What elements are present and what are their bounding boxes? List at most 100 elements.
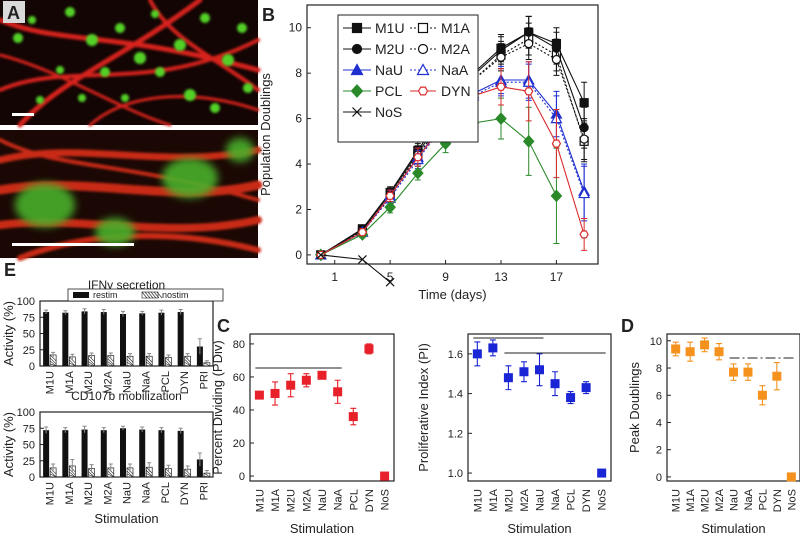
- x-tick-label: NoS: [380, 489, 392, 510]
- x-tick-label: NaU: [729, 489, 741, 511]
- x-axis-label: Time (days): [418, 287, 486, 302]
- bar-hatch: [88, 474, 95, 478]
- marker-hexagon: [551, 139, 562, 148]
- x-tick-label: NaU: [535, 489, 547, 511]
- bar-hatch: [146, 359, 153, 366]
- legend-label: M1U: [375, 20, 405, 36]
- y-tick-label: 1.0: [448, 468, 463, 480]
- y-axis-label: Peak Doublings: [627, 361, 642, 453]
- x-tick-label: NaU: [122, 482, 134, 504]
- data-point: [519, 367, 529, 377]
- x-tick-label: M2A: [519, 488, 531, 511]
- error-bar: [128, 353, 132, 359]
- error-bar: [44, 309, 49, 314]
- y-tick-label: 100: [17, 296, 35, 308]
- bar-hatch: [184, 474, 191, 478]
- y-tick-label: 50: [23, 329, 35, 341]
- x-tick-label: DYN: [179, 482, 191, 505]
- marker-hexagon: [357, 228, 368, 237]
- error-bar: [166, 354, 171, 361]
- bar-hatch: [88, 471, 95, 478]
- y-tick-label: 0: [29, 472, 35, 484]
- x-tick-label: DYN: [364, 489, 376, 512]
- bar-hatch: [165, 357, 172, 364]
- y-tick-label: 1.6: [448, 349, 463, 361]
- data-point: [270, 388, 280, 398]
- y-tick-label: 40: [233, 405, 245, 417]
- panel-label-a: A: [7, 3, 20, 23]
- error-bar: [70, 353, 75, 360]
- chart-e-ifng-secretion: 0 25 50 75 100 IFNγ secretion M1U M1A M2U M2A NaU N…: [1, 278, 224, 394]
- y-tick-label: 10: [289, 21, 303, 35]
- chart-d-peak-doublings: 0 2 4 6 8 10 M1U M1A M2U M2A NaU NaA PCL DYN NoS Stimul…: [627, 333, 800, 536]
- y-tick-label: 0: [656, 472, 662, 484]
- legend-swatch-restim: [73, 292, 89, 298]
- bar-restim: [139, 313, 146, 366]
- error-bar: [166, 464, 171, 472]
- x-tick-label: 9: [442, 270, 449, 284]
- marker-circle: [524, 39, 534, 49]
- marker-hexagon: [496, 82, 506, 91]
- bar-restim: [100, 312, 107, 366]
- y-axis-label: Activity (%): [1, 412, 16, 477]
- panel-a-label-box: [3, 1, 25, 23]
- error-bar: [204, 470, 209, 476]
- legend-label: M2U: [375, 41, 405, 57]
- y-tick-label: 4: [656, 417, 662, 429]
- bar-hatch: [107, 364, 114, 367]
- bar-hatch: [126, 356, 134, 363]
- y-tick-label: 8: [656, 363, 662, 375]
- error-bar: [178, 427, 183, 434]
- error-bar: [108, 352, 113, 359]
- bar-hatch: [69, 362, 76, 367]
- x-tick-label: M2U: [286, 489, 298, 512]
- x-tick-label: M2A: [102, 481, 114, 504]
- error-bar: [147, 353, 152, 359]
- legend-label: nostim: [162, 290, 189, 300]
- x-tick-label: PCL: [757, 489, 769, 510]
- legend-label: DYN: [441, 83, 471, 99]
- error-bar: [63, 427, 68, 433]
- y-tick-label: 2: [656, 445, 662, 457]
- error-bar: [70, 458, 75, 473]
- bar-hatch: [126, 364, 134, 367]
- bar-restim: [81, 311, 88, 366]
- y-tick-label: 4: [295, 157, 302, 171]
- data-point: [503, 373, 513, 383]
- error-bar: [89, 464, 94, 473]
- bar-restim: [158, 312, 165, 366]
- x-tick-label: PRI: [198, 482, 210, 500]
- plot-frame: [666, 333, 800, 482]
- bar-hatch: [126, 473, 134, 478]
- bar-hatch: [146, 356, 153, 363]
- data-point: [317, 370, 327, 380]
- data-point: [254, 390, 264, 400]
- legend-hatch: [147, 291, 154, 299]
- error-bar: [82, 308, 87, 314]
- y-tick-label: 25: [23, 345, 35, 357]
- y-axis-label: Proliferative Index (PI): [416, 343, 431, 472]
- error-bar: [185, 465, 190, 473]
- x-tick-label: M2A: [714, 488, 726, 511]
- scale-bar-top: [12, 113, 34, 116]
- marker-hexagon: [413, 153, 423, 162]
- panel-label-c: C: [217, 316, 230, 336]
- x-tick-label: NaU: [317, 489, 329, 511]
- x-tick-label: PCL: [160, 482, 172, 503]
- bar-restim: [43, 312, 50, 366]
- x-tick-label: M2U: [503, 489, 515, 512]
- marker-circle: [551, 54, 562, 65]
- marker-hexagon: [385, 191, 395, 200]
- y-tick-label: 60: [233, 372, 245, 384]
- marker-square: [579, 98, 589, 108]
- chart-title: IFNγ secretion: [88, 278, 165, 292]
- plot-frame: [249, 333, 395, 482]
- panel-label-e: E: [4, 260, 16, 280]
- x-tick-label: PCL: [160, 371, 172, 392]
- bar-restim: [81, 429, 88, 477]
- error-bar: [63, 310, 68, 315]
- bar-restim: [196, 459, 203, 477]
- x-tick-label: M1U: [472, 489, 484, 512]
- x-tick-label: 1: [331, 270, 338, 284]
- bar-hatch: [69, 356, 76, 364]
